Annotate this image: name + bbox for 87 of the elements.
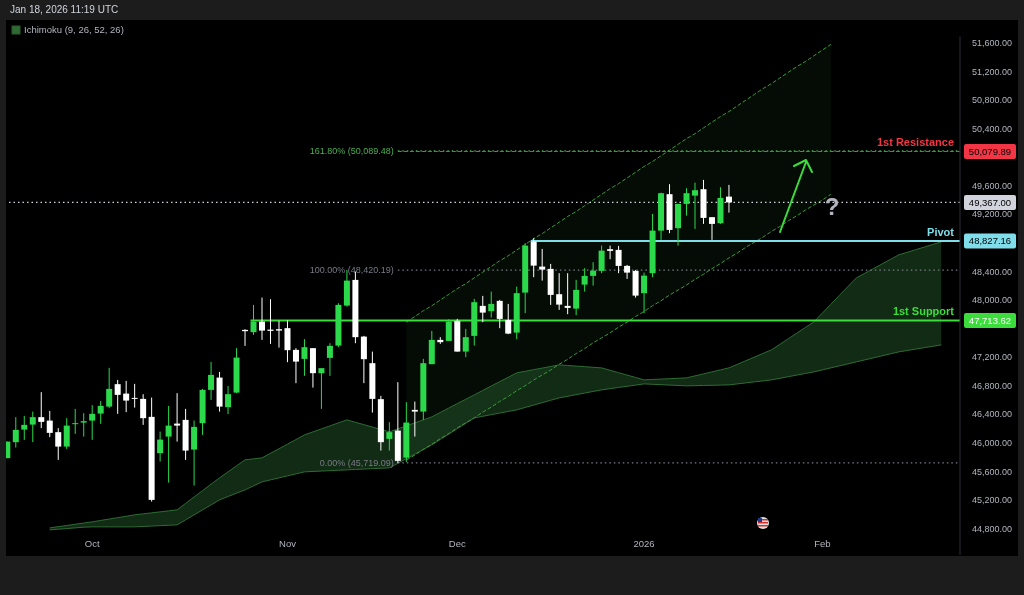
candlestick [641,272,648,314]
chart-subtitle: Jan 18, 2026 11:19 UTC [10,4,119,15]
candlestick [530,237,537,278]
ref-line-label: 100.00% (48,420.19) [309,265,394,276]
candlestick [191,420,198,487]
candlestick [46,410,53,438]
legend-label: Ichimoku (9, 26, 52, 26) [24,24,124,35]
ref-line-label: 1st Support [892,305,955,318]
candlestick [326,342,333,377]
candlestick [488,291,495,319]
y-tick-label: 48,400.00 [971,266,1012,277]
x-tick-label: Feb [814,538,831,549]
ref-line-label: 161.80% (50,089.48) [309,145,394,156]
candlestick [318,367,325,410]
candlestick [292,347,299,384]
candlestick [564,272,571,315]
candlestick [131,383,138,409]
candlestick [598,245,605,274]
ref-line-label: 0.00% (45,719.09) [319,458,394,469]
candlestick [411,401,418,438]
candlestick [275,320,282,349]
candlestick [38,391,45,429]
y-tick-label: 47,200.00 [971,352,1012,363]
candlestick [556,272,563,311]
y-tick-label: 45,600.00 [971,466,1012,477]
candlestick [505,303,512,335]
candlestick [114,379,121,415]
candlestick [123,380,130,413]
candlestick [55,427,62,461]
candlestick [165,405,172,484]
text: 50,079.89 [968,145,1012,157]
y-tick-label: 50,400.00 [971,123,1012,134]
y-tick-label: 51,200.00 [971,66,1012,77]
candlestick [386,421,393,452]
y-tick-label: 46,000.00 [971,438,1012,449]
y-tick-label: 45,200.00 [971,495,1012,506]
candlestick [445,318,452,342]
candlestick [462,328,469,358]
y-tick-label: 51,600.00 [971,38,1012,49]
ref-line-label: Pivot [927,225,955,238]
candlestick [12,416,19,449]
y-tick-label: 44,800.00 [971,523,1012,534]
candlestick [581,267,588,293]
candlestick [539,248,546,282]
x-tick-label: 2026 [633,538,655,549]
text: 48,827.16 [968,235,1012,247]
y-tick-label: 46,800.00 [971,380,1012,391]
candlestick [692,182,698,230]
y-tick-label: 50,800.00 [971,95,1012,106]
candlestick [360,335,367,384]
candlestick [225,385,232,415]
candlestick [21,415,28,441]
x-tick-label: Oct [84,538,100,549]
candlestick [250,304,257,336]
candlestick [157,431,164,463]
candlestick [174,392,181,443]
candlestick [259,297,266,341]
y-tick-label: 49,600.00 [971,180,1012,191]
candlestick [63,417,70,450]
candlestick [479,295,486,323]
text: 49,367.00 [968,196,1012,208]
candlestick [140,393,147,426]
candlestick [683,187,690,217]
x-tick-label: Nov [279,538,297,549]
y-tick-label: 46,400.00 [971,409,1012,420]
candlestick [89,404,96,441]
candlestick [624,264,631,280]
candlestick [708,216,715,241]
y-tick-label: 48,000.00 [971,295,1012,306]
candlestick [29,411,36,443]
candlestick [97,400,104,425]
candlestick [496,299,503,329]
y-tick-label: 49,200.00 [971,209,1012,220]
text: 47,713.62 [968,314,1012,326]
candlestick [80,412,87,438]
candlestick [590,261,597,287]
candlestick [284,319,291,363]
candlestick [615,245,622,274]
candlestick [208,361,215,401]
candlestick [573,279,580,316]
candlestick [72,408,79,435]
candlestick [301,338,308,377]
candlestick [106,367,113,409]
x-tick-label: Dec [448,538,466,549]
annotation: ? [824,193,840,220]
ref-line-label: 1st Resistance [876,136,954,149]
candlestick [607,245,614,260]
